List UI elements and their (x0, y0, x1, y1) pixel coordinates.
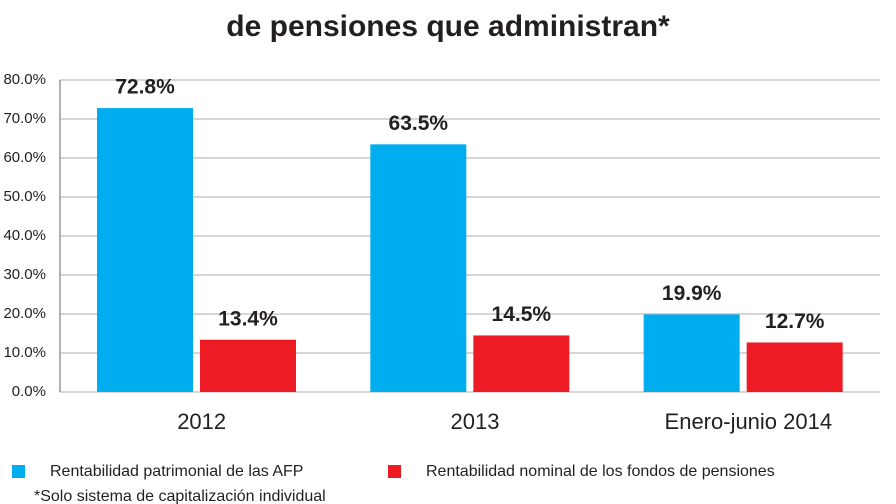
y-tick-label: 30.0% (3, 266, 46, 283)
value-label: 72.8% (115, 76, 175, 99)
y-tick-label: 40.0% (3, 227, 46, 244)
x-tick-label: 2013 (451, 409, 500, 434)
value-label: 63.5% (389, 112, 449, 135)
y-tick-label: 70.0% (3, 110, 46, 127)
bar (473, 335, 570, 392)
chart-title: de pensiones que administran* (226, 10, 670, 43)
value-label: 14.5% (492, 303, 552, 326)
value-label: 13.4% (218, 307, 278, 330)
legend-label: Rentabilidad patrimonial de las AFP (50, 463, 303, 480)
value-label: 12.7% (765, 310, 825, 333)
x-tick-label: Enero-junio 2014 (665, 409, 833, 434)
y-tick-label: 80.0% (3, 71, 46, 88)
bar (370, 144, 467, 392)
footnote: *Solo sistema de capitalización individu… (34, 488, 326, 504)
bar (746, 342, 843, 392)
bar (200, 339, 296, 392)
y-tick-label: 20.0% (3, 305, 46, 322)
legend-label: Rentabilidad nominal de los fondos de pe… (426, 463, 775, 480)
y-tick-label: 0.0% (12, 383, 46, 400)
bar (97, 108, 193, 392)
y-tick-label: 10.0% (3, 344, 46, 361)
legend-swatch (12, 465, 25, 478)
y-tick-label: 50.0% (3, 188, 46, 205)
value-label: 19.9% (662, 282, 722, 305)
legend-swatch (388, 465, 401, 478)
bar (643, 314, 740, 392)
y-tick-label: 60.0% (3, 149, 46, 166)
x-tick-label: 2012 (177, 409, 226, 434)
